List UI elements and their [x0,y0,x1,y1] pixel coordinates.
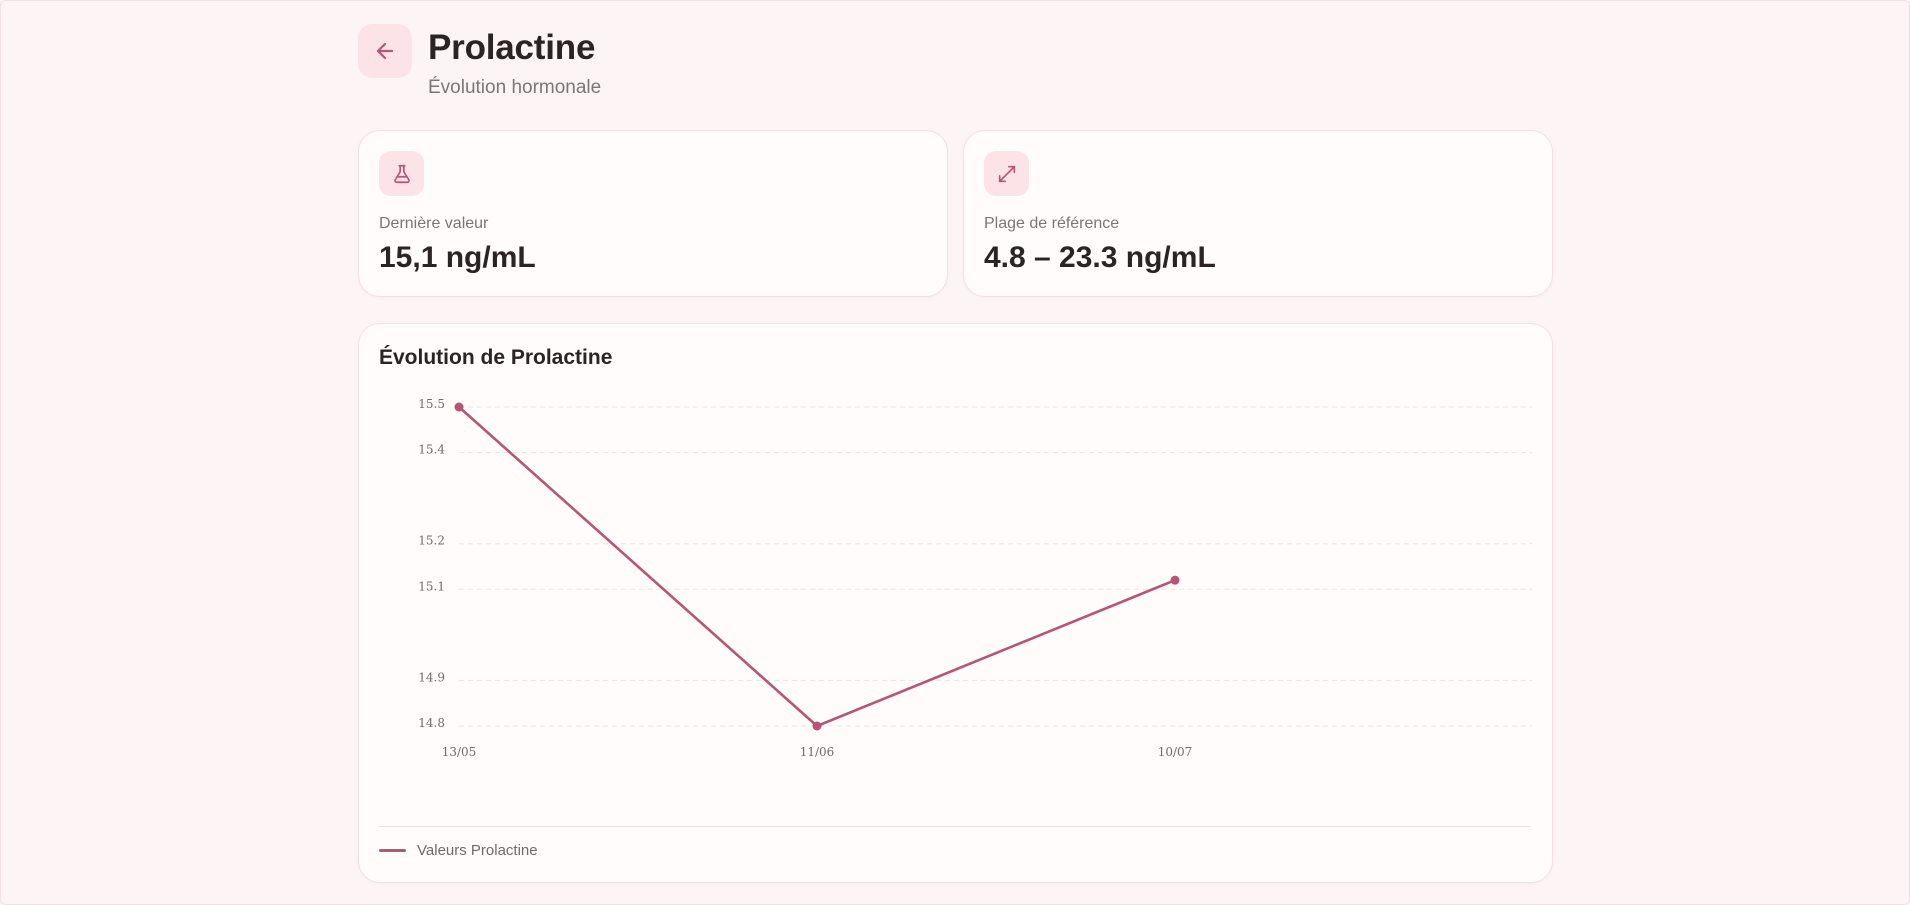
y-tick-label: 14.8 [418,716,445,730]
reference-range-icon-wrap [984,151,1029,196]
expand-icon [998,165,1015,182]
last-value-card: Dernière valeur 15,1 ng/mL [358,130,948,297]
reference-range-card: Plage de référence 4.8 – 23.3 ng/mL [963,130,1553,297]
y-tick-label: 15.2 [418,534,445,548]
y-tick-label: 14.9 [418,670,445,684]
reference-range-value: 4.8 – 23.3 ng/mL [984,241,1216,274]
page-header: Prolactine Évolution hormonale [358,24,1058,104]
x-tick-label: 11/06 [800,745,835,759]
chart-card: Évolution de Prolactine 15.5 15.4 15.2 15.1… [358,323,1553,883]
x-tick-label: 10/07 [1158,745,1193,759]
back-button[interactable] [358,24,412,78]
line-chart: 15.5 15.4 15.2 15.1 14.9 14.8 13/05 11/06 10/07 [418,397,1532,759]
x-tick-label: 13/05 [442,745,477,759]
series-line [457,405,1177,728]
chart-title: Évolution de Prolactine [379,346,613,369]
y-tick-label: 15.5 [418,397,445,411]
last-value-icon-wrap [379,151,424,196]
chart-legend: Valeurs Prolactine [379,842,538,859]
data-point [1170,575,1180,585]
y-tick-label: 15.1 [418,579,445,593]
data-point [812,721,822,731]
legend-divider [379,826,1531,827]
page-title: Prolactine [428,28,596,67]
y-tick-label: 15.4 [418,443,445,457]
arrow-left-icon [376,42,394,60]
data-point [454,402,464,412]
last-value-label: Dernière valeur [379,215,489,232]
reference-range-label: Plage de référence [984,215,1120,232]
page-subtitle: Évolution hormonale [428,77,602,98]
legend-label: Valeurs Prolactine [417,842,538,859]
last-value-value: 15,1 ng/mL [379,241,536,274]
legend-swatch [379,849,406,852]
flask-icon [393,164,410,183]
